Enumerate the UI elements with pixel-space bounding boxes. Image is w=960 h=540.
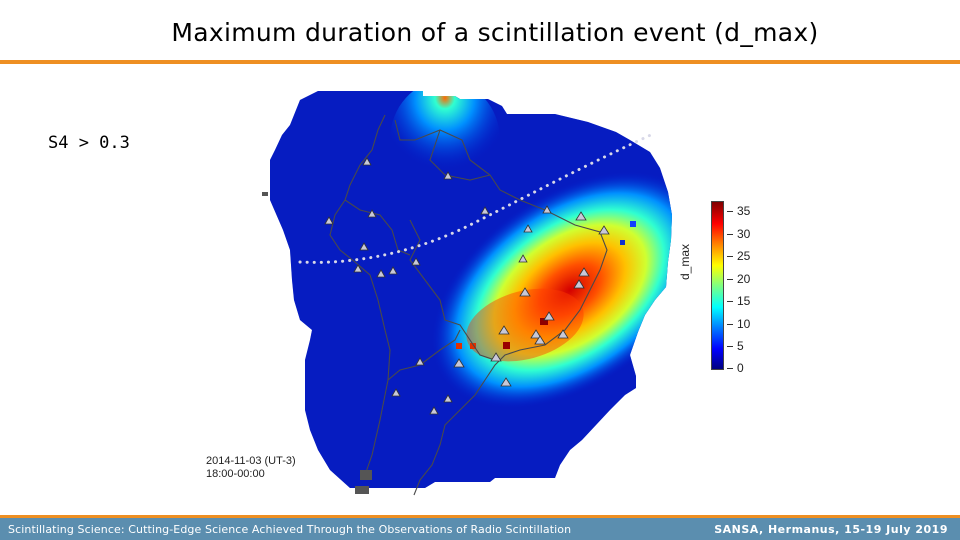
condition-label: S4 > 0.3 [48,133,130,153]
station-markers [324,157,610,415]
colorbar-tick [727,346,733,347]
colorbar-tick [727,368,733,369]
date-line-1: 2014-11-03 (UT-3) [206,455,296,467]
colorbar [711,201,724,370]
colorbar-tick [727,301,733,302]
footer-venue-date: SANSA, Hermanus, 15-19 July 2019 [714,523,948,536]
footer-bar [0,518,960,540]
colorbar-label: 20 [737,272,751,286]
islands [262,192,372,494]
colorbar-label: 15 [737,294,751,308]
colorbar-label: 25 [737,249,751,263]
slide-title: Maximum duration of a scintillation even… [171,18,819,47]
country-borders [329,114,608,496]
colorbar-tick [727,324,733,325]
colorbar-label: 30 [737,227,751,241]
colorbar-tick [727,211,733,212]
date-line-2: 18:00-00:00 [206,468,265,480]
footer-conference-title: Scintillating Science: Cutting-Edge Scie… [8,523,572,536]
magnetic-equator-line [298,131,657,264]
colorbar-label: 0 [737,361,744,375]
date-annotation: 2014-11-03 (UT-3) 18:00-00:00 [206,455,296,481]
colorbar-tick [727,256,733,257]
colorbar-label: 10 [737,317,751,331]
colorbar-title: d_max [678,243,692,280]
colorbar-label: 35 [737,204,751,218]
footer-divider [0,515,960,518]
title-divider [0,60,960,64]
colorbar-tick [727,279,733,280]
colorbar-tick [727,234,733,235]
colorbar-label: 5 [737,339,744,353]
